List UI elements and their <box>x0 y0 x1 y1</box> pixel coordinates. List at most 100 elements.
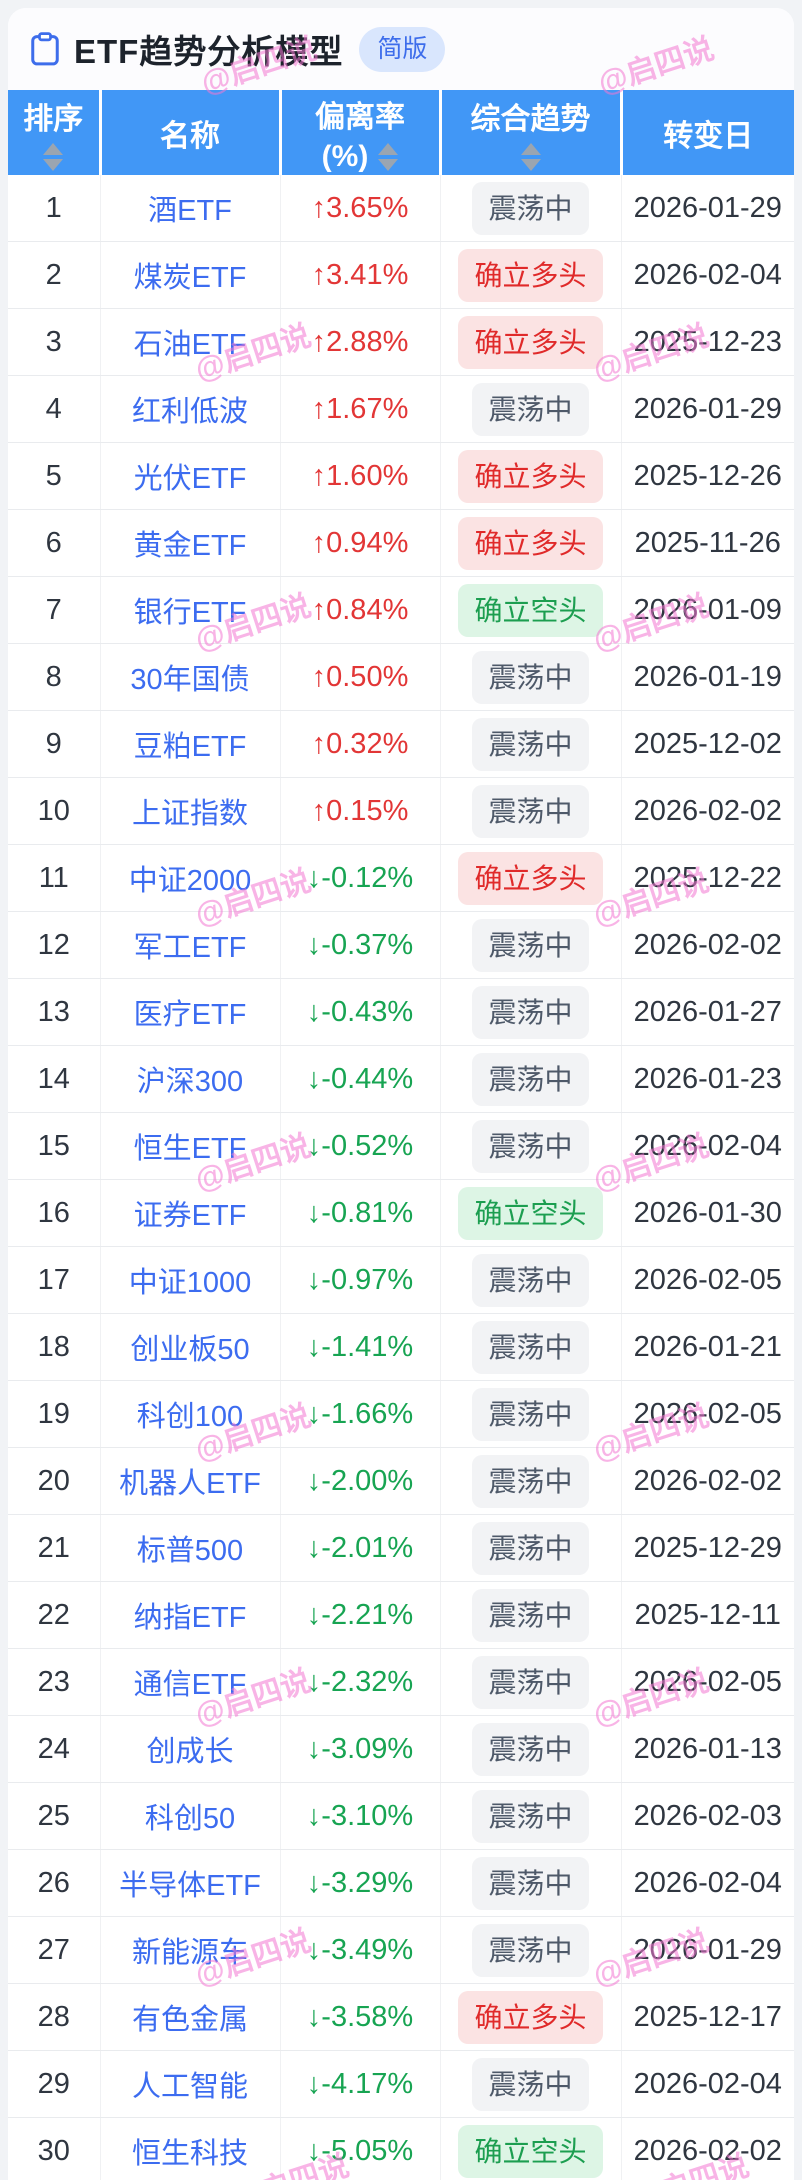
trend-cell: 震荡中 <box>440 911 622 979</box>
table-row: 30 恒生科技 ↓-5.05% 确立空头 2026-02-02 <box>8 2117 794 2180</box>
trend-badge: 震荡中 <box>472 1454 589 1508</box>
etf-name-link[interactable]: 中证1000 <box>128 1267 252 1299</box>
table-row: 2 煤炭ETF ↑3.41% 确立多头 2026-02-04 <box>8 241 794 309</box>
rank-cell: 6 <box>8 509 101 577</box>
etf-name-link[interactable]: 人工智能 <box>131 2071 248 2103</box>
etf-name-link[interactable]: 酒ETF <box>148 195 232 227</box>
etf-name-link[interactable]: 石油ETF <box>133 329 247 361</box>
deviation-down-value: ↓-3.10% <box>306 1799 414 1832</box>
etf-name-link[interactable]: 银行ETF <box>133 597 247 629</box>
etf-name-link[interactable]: 标普500 <box>136 1535 244 1567</box>
trend-cell: 震荡中 <box>440 1581 622 1649</box>
deviation-cell: ↓-2.01% <box>280 1514 441 1582</box>
etf-name-link[interactable]: 黄金ETF <box>133 530 247 562</box>
trend-cell: 确立空头 <box>440 2117 622 2180</box>
table-row: 4 红利低波 ↑1.67% 震荡中 2026-01-29 <box>8 375 794 443</box>
etf-name-link[interactable]: 科创100 <box>136 1401 244 1433</box>
etf-name-link[interactable]: 30年国债 <box>130 664 250 696</box>
name-cell: 光伏ETF <box>100 442 281 510</box>
table-row: 7 银行ETF ↑0.84% 确立空头 2026-01-09 <box>8 576 794 644</box>
change-date-cell: 2026-02-04 <box>621 241 794 309</box>
etf-name-link[interactable]: 科创50 <box>144 1803 236 1835</box>
name-cell: 石油ETF <box>100 308 281 376</box>
etf-name-link[interactable]: 医疗ETF <box>133 999 247 1031</box>
sort-desc-icon <box>378 158 399 171</box>
etf-name-link[interactable]: 恒生ETF <box>133 1133 247 1165</box>
col-header-trend[interactable]: 综合趋势 <box>440 90 623 175</box>
etf-name-link[interactable]: 沪深300 <box>136 1066 244 1098</box>
etf-name-link[interactable]: 机器人ETF <box>119 1468 261 1500</box>
table-row: 25 科创50 ↓-3.10% 震荡中 2026-02-03 <box>8 1782 794 1850</box>
rank-cell: 2 <box>8 241 101 309</box>
rank-cell: 5 <box>8 442 101 510</box>
etf-name-link[interactable]: 新能源车 <box>131 1937 248 1969</box>
deviation-up-value: ↑3.65% <box>311 191 409 224</box>
trend-badge: 震荡中 <box>472 1320 589 1374</box>
deviation-down-value: ↓-0.81% <box>306 1196 414 1229</box>
trend-badge: 震荡中 <box>472 1655 589 1709</box>
change-date-cell: 2026-01-09 <box>621 576 794 644</box>
rank-cell: 12 <box>8 911 101 979</box>
sort-arrows-icon[interactable] <box>43 142 64 171</box>
etf-table-card: ETF趋势分析模型 简版 排序 名称 偏离率 (%) 综合趋势 转变日 1 酒ETF ↑3.6… <box>8 8 794 2180</box>
trend-badge: 震荡中 <box>472 1789 589 1843</box>
table-row: 14 沪深300 ↓-0.44% 震荡中 2026-01-23 <box>8 1045 794 1113</box>
etf-name-link[interactable]: 通信ETF <box>133 1669 247 1701</box>
etf-name-link[interactable]: 煤炭ETF <box>133 262 247 294</box>
trend-badge: 震荡中 <box>472 784 589 838</box>
etf-name-link[interactable]: 半导体ETF <box>119 1870 261 1902</box>
trend-cell: 震荡中 <box>440 1648 622 1716</box>
trend-badge: 震荡中 <box>472 1387 589 1441</box>
change-date-cell: 2026-02-02 <box>621 2117 794 2180</box>
deviation-down-value: ↓-2.01% <box>306 1531 414 1564</box>
deviation-cell: ↓-0.37% <box>280 911 441 979</box>
etf-name-link[interactable]: 创成长 <box>146 1736 234 1768</box>
deviation-down-value: ↓-1.66% <box>306 1397 414 1430</box>
col-header-deviation[interactable]: 偏离率 (%) <box>280 90 442 175</box>
rank-cell: 11 <box>8 844 101 912</box>
name-cell: 中证2000 <box>100 844 281 912</box>
etf-name-link[interactable]: 豆粕ETF <box>133 731 247 763</box>
deviation-cell: ↑3.65% <box>280 175 441 242</box>
etf-name-link[interactable]: 上证指数 <box>131 798 248 830</box>
change-date-cell: 2026-02-05 <box>621 1380 794 1448</box>
etf-name-link[interactable]: 军工ETF <box>133 932 247 964</box>
trend-badge: 震荡中 <box>472 1253 589 1307</box>
sort-desc-icon <box>520 158 541 171</box>
rank-cell: 10 <box>8 777 101 845</box>
etf-name-link[interactable]: 红利低波 <box>131 396 248 428</box>
table-row: 27 新能源车 ↓-3.49% 震荡中 2026-01-29 <box>8 1916 794 1984</box>
name-cell: 新能源车 <box>100 1916 281 1984</box>
trend-cell: 震荡中 <box>440 1246 622 1314</box>
trend-badge: 震荡中 <box>472 1119 589 1173</box>
trend-badge: 震荡中 <box>472 181 589 235</box>
trend-badge: 震荡中 <box>472 650 589 704</box>
trend-badge: 确立多头 <box>458 315 603 369</box>
table-row: 26 半导体ETF ↓-3.29% 震荡中 2026-02-04 <box>8 1849 794 1917</box>
rank-cell: 23 <box>8 1648 101 1716</box>
name-cell: 科创100 <box>100 1380 281 1448</box>
rank-cell: 19 <box>8 1380 101 1448</box>
etf-name-link[interactable]: 证券ETF <box>133 1200 247 1232</box>
trend-cell: 震荡中 <box>440 175 622 242</box>
table-row: 15 恒生ETF ↓-0.52% 震荡中 2026-02-04 <box>8 1112 794 1180</box>
deviation-cell: ↓-1.66% <box>280 1380 441 1448</box>
sort-arrows-icon[interactable] <box>378 142 399 171</box>
deviation-cell: ↓-3.29% <box>280 1849 441 1917</box>
etf-name-link[interactable]: 有色金属 <box>131 2004 248 2036</box>
etf-name-link[interactable]: 中证2000 <box>128 865 252 897</box>
sort-desc-icon <box>43 158 64 171</box>
etf-name-link[interactable]: 纳指ETF <box>133 1602 247 1634</box>
sort-arrows-icon[interactable] <box>520 142 541 171</box>
change-date-cell: 2025-12-22 <box>621 844 794 912</box>
etf-name-link[interactable]: 创业板50 <box>130 1334 250 1366</box>
trend-cell: 震荡中 <box>440 1447 622 1515</box>
card-header: ETF趋势分析模型 简版 <box>8 8 794 90</box>
table-row: 29 人工智能 ↓-4.17% 震荡中 2026-02-04 <box>8 2050 794 2118</box>
change-date-cell: 2026-01-19 <box>621 643 794 711</box>
etf-name-link[interactable]: 光伏ETF <box>133 463 247 495</box>
etf-name-link[interactable]: 恒生科技 <box>131 2138 248 2170</box>
trend-badge: 确立空头 <box>458 1186 603 1240</box>
col-header-rank[interactable]: 排序 <box>8 90 102 175</box>
rank-cell: 14 <box>8 1045 101 1113</box>
